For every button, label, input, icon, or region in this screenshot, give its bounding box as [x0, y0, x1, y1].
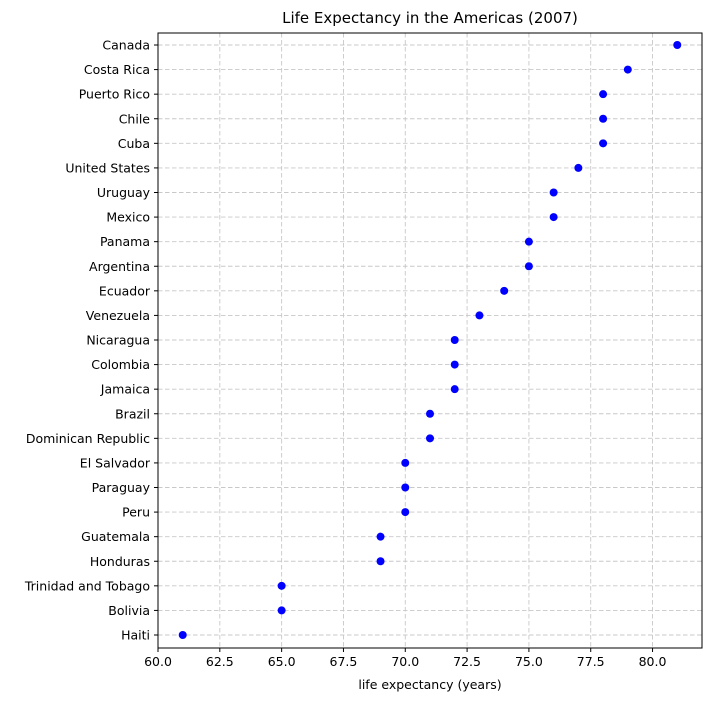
data-point [376, 532, 385, 541]
y-tick-label: Dominican Republic [26, 431, 150, 446]
data-point [178, 631, 187, 639]
y-tick-label: Colombia [91, 357, 150, 372]
data-point [599, 114, 608, 123]
data-point [450, 385, 459, 394]
data-point [574, 163, 583, 172]
data-point [623, 65, 632, 74]
chart-title: Life Expectancy in the Americas (2007) [282, 9, 578, 27]
y-tick-label: Chile [119, 111, 151, 126]
x-axis-label: life expectancy (years) [358, 677, 501, 692]
data-point [277, 606, 286, 615]
y-tick-label: Costa Rica [84, 62, 150, 77]
data-point [426, 434, 434, 443]
data-point [376, 557, 385, 566]
data-point [401, 458, 410, 467]
data-point [500, 286, 509, 295]
data-point [401, 508, 410, 517]
data-point [450, 360, 459, 369]
x-tick-label: 77.5 [577, 654, 605, 669]
data-point [524, 237, 533, 246]
y-tick-label: Puerto Rico [79, 87, 150, 102]
y-tick-label: Venezuela [86, 308, 150, 323]
y-tick-label: Argentina [89, 259, 150, 274]
data-point [426, 409, 434, 418]
y-tick-label: Cuba [118, 136, 150, 151]
x-axis-ticks: 60.0 62.5 65.0 67.5 70.0 72.5 75.0 77.5 80.0 [144, 648, 667, 669]
y-tick-label: Paraguay [92, 480, 151, 495]
y-axis-ticks: Canada Costa Rica Puerto Rico Chile Cuba Unit… [24, 38, 158, 643]
plot-frame [157, 32, 703, 649]
y-tick-label: Guatemala [81, 529, 150, 544]
y-tick-label: Panama [100, 234, 150, 249]
data-point [599, 90, 608, 99]
data-point [475, 311, 484, 320]
grid [157, 33, 702, 648]
data-point [524, 262, 533, 271]
x-tick-label: 75.0 [515, 654, 543, 669]
y-tick-label: Trinidad and Tobago [24, 578, 150, 593]
y-tick-label: Jamaica [100, 382, 150, 397]
y-tick-label: Ecuador [99, 283, 151, 298]
x-tick-label: 60.0 [144, 654, 172, 669]
data-point [277, 581, 286, 590]
data-points [178, 41, 682, 639]
y-tick-label: Peru [122, 505, 150, 520]
x-tick-label: 70.0 [391, 654, 419, 669]
y-tick-label: Haiti [121, 628, 150, 643]
y-tick-label: United States [65, 160, 150, 175]
data-point [599, 139, 608, 148]
y-tick-label: Brazil [115, 406, 150, 421]
data-point [450, 336, 459, 344]
x-tick-label: 72.5 [453, 654, 481, 669]
y-tick-label: Uruguay [97, 185, 151, 200]
data-point [673, 41, 682, 49]
data-point [401, 483, 410, 492]
x-tick-label: 80.0 [639, 654, 667, 669]
data-point [549, 213, 558, 222]
y-tick-label: Honduras [90, 554, 150, 569]
x-tick-label: 67.5 [330, 654, 358, 669]
data-point [549, 188, 558, 197]
y-tick-label: Mexico [106, 210, 150, 225]
x-tick-label: 62.5 [206, 654, 234, 669]
x-tick-label: 65.0 [268, 654, 296, 669]
y-tick-label: Nicaragua [86, 333, 150, 348]
y-tick-label: Bolivia [108, 603, 150, 618]
y-tick-label: El Salvador [80, 455, 151, 470]
y-tick-label: Canada [102, 38, 150, 53]
